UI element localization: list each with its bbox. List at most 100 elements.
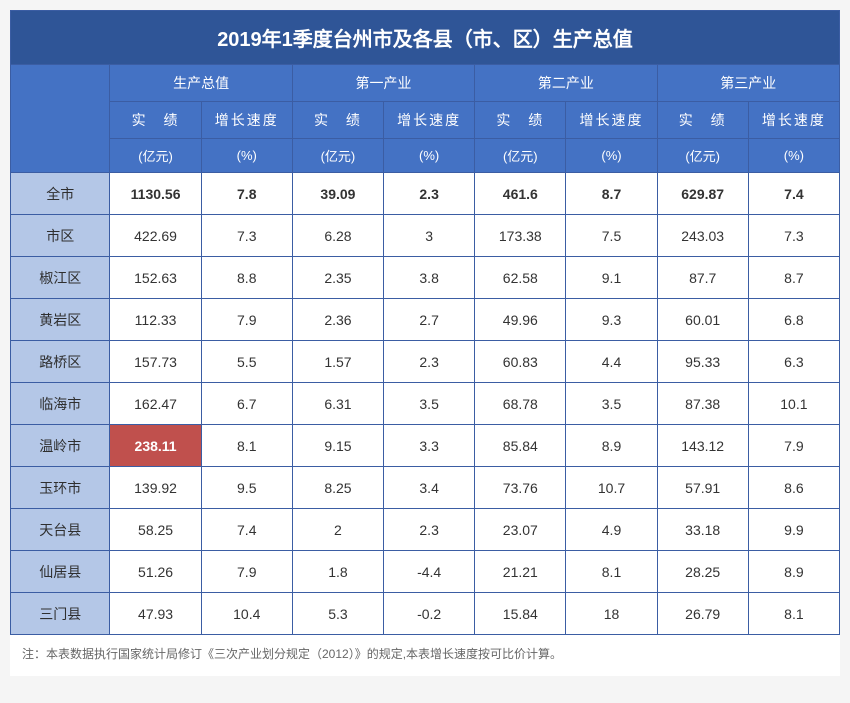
col-sub-value: 实 绩	[110, 102, 201, 139]
data-cell: 68.78	[475, 383, 566, 425]
col-unit-growth: (%)	[748, 139, 839, 173]
data-cell: 58.25	[110, 509, 201, 551]
data-cell: 3.3	[384, 425, 475, 467]
data-cell: 2.3	[384, 509, 475, 551]
row-label: 市区	[11, 215, 110, 257]
data-cell: 6.7	[201, 383, 292, 425]
data-cell: 461.6	[475, 173, 566, 215]
table-row: 玉环市139.929.58.253.473.7610.757.918.6	[11, 467, 840, 509]
table-row: 仙居县51.267.91.8-4.421.218.128.258.9	[11, 551, 840, 593]
col-unit-value: (亿元)	[292, 139, 383, 173]
row-label: 玉环市	[11, 467, 110, 509]
col-sub-growth: 增长速度	[201, 102, 292, 139]
data-cell: 238.11	[110, 425, 201, 467]
table-row: 三门县47.9310.45.3-0.215.841826.798.1	[11, 593, 840, 635]
data-cell: 4.4	[566, 341, 657, 383]
col-unit-value: (亿元)	[475, 139, 566, 173]
data-cell: 3.8	[384, 257, 475, 299]
corner-cell	[11, 65, 110, 173]
data-cell: 87.38	[657, 383, 748, 425]
data-cell: 10.7	[566, 467, 657, 509]
data-cell: 629.87	[657, 173, 748, 215]
data-cell: 152.63	[110, 257, 201, 299]
col-sub-growth: 增长速度	[384, 102, 475, 139]
col-unit-value: (亿元)	[110, 139, 201, 173]
data-cell: 162.47	[110, 383, 201, 425]
data-cell: 6.28	[292, 215, 383, 257]
data-cell: 4.9	[566, 509, 657, 551]
data-cell: 23.07	[475, 509, 566, 551]
row-label: 黄岩区	[11, 299, 110, 341]
data-cell: 6.8	[748, 299, 839, 341]
data-cell: 15.84	[475, 593, 566, 635]
data-cell: 33.18	[657, 509, 748, 551]
row-label: 椒江区	[11, 257, 110, 299]
table-container: 2019年1季度台州市及各县（市、区）生产总值 生产总值 第一产业 第二产业 第…	[10, 10, 840, 676]
data-cell: 173.38	[475, 215, 566, 257]
table-row: 椒江区152.638.82.353.862.589.187.78.7	[11, 257, 840, 299]
data-cell: 7.4	[748, 173, 839, 215]
col-group-gdp: 生产总值	[110, 65, 292, 102]
data-cell: 7.9	[748, 425, 839, 467]
data-cell: 9.3	[566, 299, 657, 341]
data-cell: 1.57	[292, 341, 383, 383]
data-cell: 9.1	[566, 257, 657, 299]
row-label: 温岭市	[11, 425, 110, 467]
data-cell: 7.9	[201, 551, 292, 593]
gdp-table: 2019年1季度台州市及各县（市、区）生产总值 生产总值 第一产业 第二产业 第…	[10, 10, 840, 635]
row-label: 全市	[11, 173, 110, 215]
data-cell: -0.2	[384, 593, 475, 635]
data-cell: 9.15	[292, 425, 383, 467]
col-group-primary: 第一产业	[292, 65, 474, 102]
data-cell: 28.25	[657, 551, 748, 593]
table-body: 全市1130.567.839.092.3461.68.7629.877.4市区4…	[11, 173, 840, 635]
data-cell: 3.5	[384, 383, 475, 425]
data-cell: 8.6	[748, 467, 839, 509]
col-sub-growth: 增长速度	[566, 102, 657, 139]
data-cell: 21.21	[475, 551, 566, 593]
col-group-tertiary: 第三产业	[657, 65, 839, 102]
col-unit-growth: (%)	[201, 139, 292, 173]
data-cell: 2.3	[384, 341, 475, 383]
table-row: 天台县58.257.422.323.074.933.189.9	[11, 509, 840, 551]
data-cell: 8.8	[201, 257, 292, 299]
col-unit-growth: (%)	[384, 139, 475, 173]
col-sub-value: 实 绩	[475, 102, 566, 139]
data-cell: 47.93	[110, 593, 201, 635]
data-cell: 3.4	[384, 467, 475, 509]
data-cell: 18	[566, 593, 657, 635]
data-cell: 8.7	[748, 257, 839, 299]
data-cell: 243.03	[657, 215, 748, 257]
col-unit-growth: (%)	[566, 139, 657, 173]
data-cell: 9.9	[748, 509, 839, 551]
col-sub-growth: 增长速度	[748, 102, 839, 139]
data-cell: 8.9	[566, 425, 657, 467]
data-cell: 7.3	[748, 215, 839, 257]
data-cell: 7.3	[201, 215, 292, 257]
data-cell: 7.4	[201, 509, 292, 551]
data-cell: 8.1	[748, 593, 839, 635]
col-sub-value: 实 绩	[657, 102, 748, 139]
data-cell: 2.35	[292, 257, 383, 299]
data-cell: 112.33	[110, 299, 201, 341]
data-cell: 3.5	[566, 383, 657, 425]
data-cell: 87.7	[657, 257, 748, 299]
data-cell: 6.31	[292, 383, 383, 425]
data-cell: -4.4	[384, 551, 475, 593]
data-cell: 6.3	[748, 341, 839, 383]
data-cell: 49.96	[475, 299, 566, 341]
row-label: 三门县	[11, 593, 110, 635]
data-cell: 8.9	[748, 551, 839, 593]
data-cell: 2.7	[384, 299, 475, 341]
data-cell: 8.25	[292, 467, 383, 509]
row-label: 临海市	[11, 383, 110, 425]
table-row: 路桥区157.735.51.572.360.834.495.336.3	[11, 341, 840, 383]
data-cell: 60.01	[657, 299, 748, 341]
data-cell: 26.79	[657, 593, 748, 635]
data-cell: 7.5	[566, 215, 657, 257]
data-cell: 157.73	[110, 341, 201, 383]
table-row: 市区422.697.36.283173.387.5243.037.3	[11, 215, 840, 257]
data-cell: 1.8	[292, 551, 383, 593]
table-row: 临海市162.476.76.313.568.783.587.3810.1	[11, 383, 840, 425]
data-cell: 2	[292, 509, 383, 551]
